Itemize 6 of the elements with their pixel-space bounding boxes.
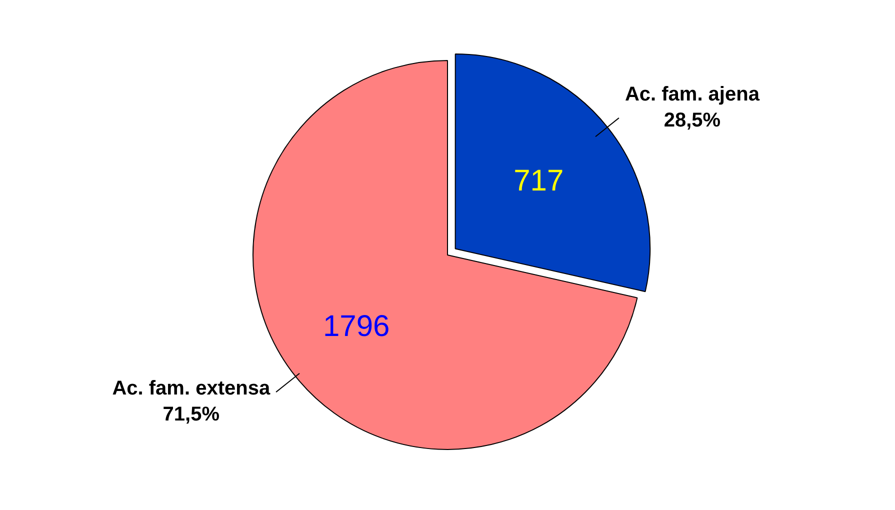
data-label: 717	[514, 164, 564, 198]
slice-label: Ac. fam. ajena	[624, 83, 760, 106]
text: 28,5%	[664, 109, 721, 132]
data-label: 1796	[322, 310, 390, 344]
text: 71,5%	[162, 404, 220, 426]
slice-label: Ac. fam. extensa	[112, 378, 271, 400]
